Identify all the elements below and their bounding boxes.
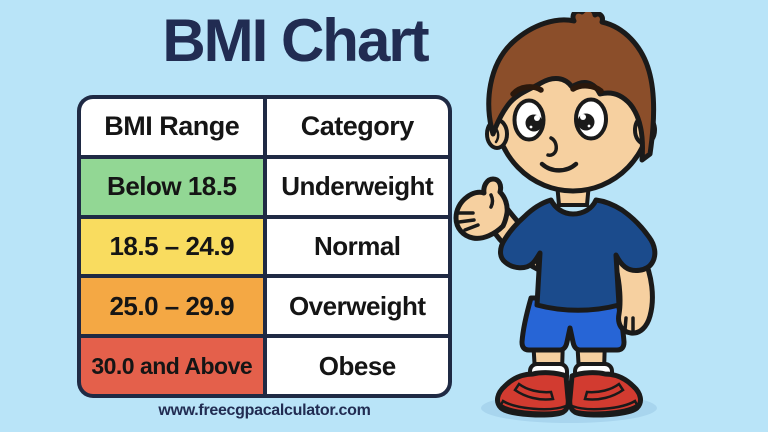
boy-left-shoe [495, 370, 571, 418]
boy-eyes [512, 97, 608, 142]
boy-nose [546, 136, 558, 157]
cartoon-boy-illustration [453, 6, 735, 426]
table-cell-category-overweight: Overweight [266, 278, 448, 335]
website-url: www.freecgpacalculator.com [158, 402, 371, 419]
cartoon-boy-svg [453, 6, 658, 423]
boy-tshirt [498, 197, 658, 313]
table-cell-category-underweight: Underweight [266, 158, 448, 215]
page-title: BMI Chart [162, 7, 429, 74]
table-cell-range-overweight: 25.0 – 29.9 [81, 278, 263, 335]
boy-eyebrows [510, 83, 604, 97]
table-cell-range-obese: 30.0 and Above [81, 338, 263, 394]
table-cell-category-obese: Obese [266, 338, 448, 394]
table-cell-category-normal: Normal [266, 218, 448, 275]
boy-mouth [539, 161, 579, 173]
table-header-category: Category [266, 99, 448, 155]
table-cell-range-normal: 18.5 – 24.9 [81, 218, 263, 275]
boy-waving-hand [453, 176, 510, 241]
bmi-table: BMI Range Category Below 18.5 Underweigh… [77, 95, 452, 398]
boy-hair [486, 6, 657, 163]
table-cell-range-underweight: Below 18.5 [81, 158, 263, 215]
table-header-bmi-range: BMI Range [81, 99, 263, 155]
boy-right-shoe [567, 370, 643, 418]
